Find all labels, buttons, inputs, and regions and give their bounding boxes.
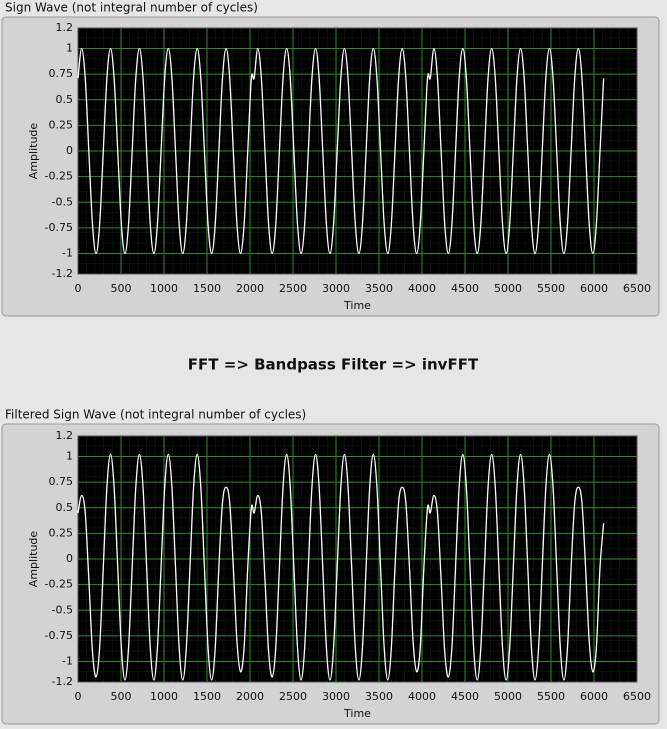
waveform [77, 453, 605, 681]
y-tick-label: 0.75 [49, 475, 74, 488]
y-tick-label: 1 [66, 450, 73, 463]
x-tick-label: 5000 [494, 282, 522, 295]
x-tick-label: 3000 [322, 690, 350, 703]
y-tick-label: 1.2 [56, 21, 74, 34]
x-tick-label: 3500 [365, 282, 393, 295]
x-tick-label: 2500 [279, 690, 307, 703]
x-tick-label: 2000 [236, 282, 264, 295]
y-tick-label: -0.25 [45, 170, 73, 183]
y-tick-label: 0 [66, 552, 73, 565]
x-tick-label: 5500 [537, 282, 565, 295]
x-tick-label: 6500 [623, 282, 651, 295]
x-tick-label: 6000 [580, 690, 608, 703]
x-tick-label: 3000 [322, 282, 350, 295]
y-tick-label: -0.25 [45, 578, 73, 591]
y-axis-label: Amplitude [27, 531, 40, 588]
x-tick-label: 5000 [494, 690, 522, 703]
y-tick-label: -1.2 [52, 267, 73, 280]
y-tick-label: -0.75 [45, 629, 73, 642]
plot-border [77, 27, 638, 275]
x-tick-label: 4000 [408, 282, 436, 295]
x-tick-label: 4000 [408, 690, 436, 703]
y-axis-label: Amplitude [27, 123, 40, 180]
x-tick-label: 500 [111, 690, 132, 703]
x-tick-label: 0 [75, 690, 82, 703]
chart-title: Sign Wave (not integral number of cycles… [5, 1, 258, 15]
x-tick-label: 4500 [451, 282, 479, 295]
y-tick-label: 1 [66, 42, 73, 55]
x-tick-label: 6500 [623, 690, 651, 703]
x-axis-label: Time [343, 299, 371, 312]
x-tick-label: 1000 [150, 690, 178, 703]
y-tick-label: 0.5 [56, 93, 74, 106]
x-tick-label: 0 [75, 282, 82, 295]
y-tick-label: -0.5 [52, 195, 73, 208]
x-tick-label: 1500 [193, 282, 221, 295]
annotation: FFT => Bandpass Filter => invFFT [188, 356, 479, 374]
y-tick-label: 0.75 [49, 67, 74, 80]
y-tick-label: -1 [62, 247, 73, 260]
x-tick-label: 1000 [150, 282, 178, 295]
y-tick-label: -0.5 [52, 603, 73, 616]
y-tick-label: 0 [66, 144, 73, 157]
x-tick-label: 1500 [193, 690, 221, 703]
x-tick-label: 5500 [537, 690, 565, 703]
plot-border [77, 435, 638, 683]
x-tick-label: 500 [111, 282, 132, 295]
x-axis-label: Time [343, 707, 371, 720]
y-tick-label: 0.25 [49, 118, 74, 131]
y-tick-label: -0.75 [45, 221, 73, 234]
y-tick-label: -1 [62, 655, 73, 668]
x-tick-label: 2500 [279, 282, 307, 295]
y-tick-label: 1.2 [56, 429, 74, 442]
waveform [77, 47, 605, 255]
x-tick-label: 2000 [236, 690, 264, 703]
chart-title: Filtered Sign Wave (not integral number … [5, 408, 306, 422]
x-tick-label: 6000 [580, 282, 608, 295]
y-tick-label: 0.25 [49, 526, 74, 539]
x-tick-label: 4500 [451, 690, 479, 703]
x-tick-label: 3500 [365, 690, 393, 703]
y-tick-label: -1.2 [52, 675, 73, 688]
y-tick-label: 0.5 [56, 501, 74, 514]
